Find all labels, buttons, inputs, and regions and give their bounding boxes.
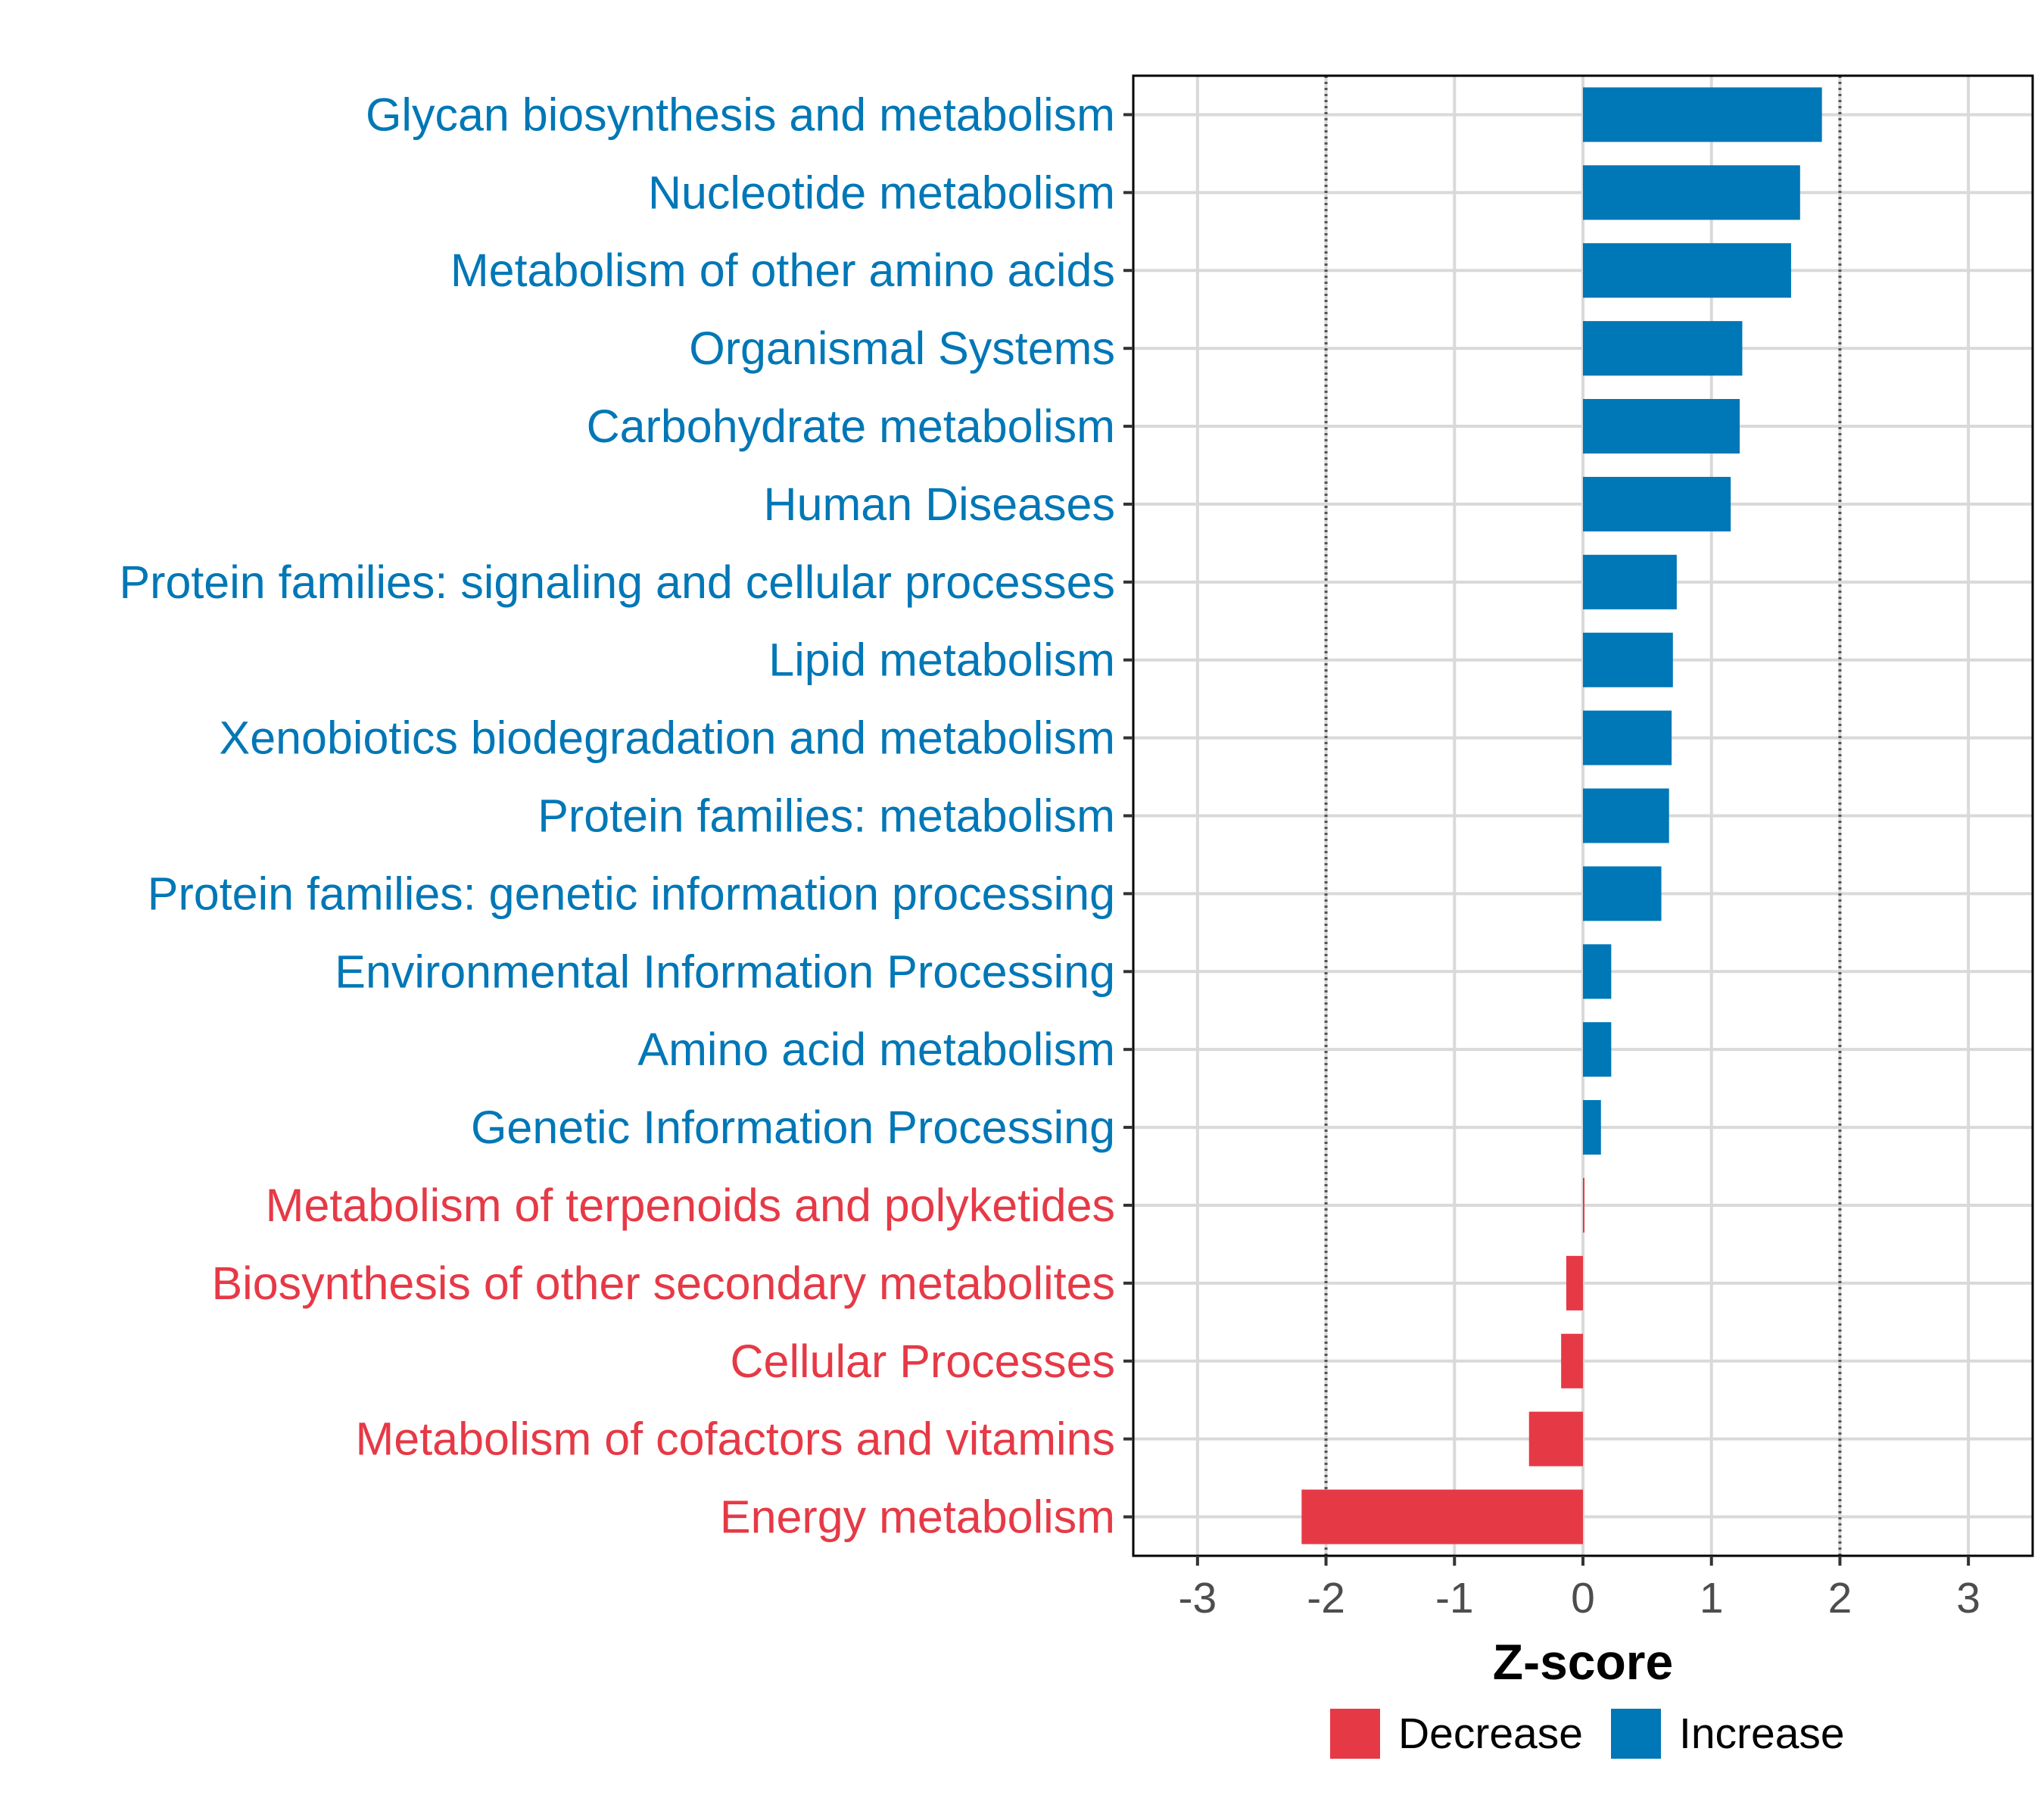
category-label: Metabolism of other amino acids [450, 245, 1115, 296]
category-label: Organismal Systems [689, 323, 1115, 374]
category-label: Human Diseases [764, 478, 1115, 530]
bar [1583, 87, 1822, 142]
bar [1583, 321, 1743, 376]
x-axis-title: Z-score [1493, 1634, 1673, 1690]
x-tick-label: 1 [1700, 1574, 1724, 1622]
bar [1583, 944, 1612, 999]
category-label: Xenobiotics biodegradation and metabolis… [220, 712, 1115, 764]
bar [1583, 243, 1791, 298]
y-axis-ticks: Glycan biosynthesis and metabolism Nucleo… [119, 89, 1133, 1543]
category-label: Metabolism of terpenoids and polyketides [266, 1180, 1115, 1231]
category-label: Amino acid metabolism [637, 1024, 1115, 1075]
x-tick-label: 3 [1956, 1574, 1980, 1622]
bar [1583, 554, 1677, 609]
category-label: Cellular Processes [730, 1335, 1115, 1387]
category-label: Glycan biosynthesis and metabolism [366, 89, 1115, 140]
category-label: Protein families: metabolism [537, 790, 1115, 842]
category-label: Protein families: genetic information pr… [148, 868, 1115, 919]
bar [1566, 1255, 1583, 1311]
bar [1583, 632, 1673, 687]
bar [1583, 1100, 1601, 1155]
category-label: Lipid metabolism [768, 634, 1115, 686]
x-tick-label: 0 [1571, 1574, 1595, 1622]
category-label: Carbohydrate metabolism [587, 400, 1115, 452]
legend-key-increase [1611, 1709, 1661, 1759]
legend: Decrease Increase [1330, 1709, 1845, 1759]
x-axis-ticks: -3 -2 -1 0 1 2 3 [1179, 1556, 1980, 1622]
x-tick-label: -3 [1179, 1574, 1217, 1622]
bar [1583, 165, 1800, 220]
bar [1583, 866, 1662, 921]
legend-label-increase: Increase [1679, 1709, 1845, 1758]
bar [1583, 710, 1672, 765]
category-label: Nucleotide metabolism [648, 167, 1115, 218]
bar [1583, 788, 1669, 843]
category-label: Protein families: signaling and cellular… [119, 556, 1115, 608]
category-label: Energy metabolism [720, 1491, 1115, 1543]
bar [1301, 1489, 1583, 1544]
category-label: Metabolism of cofactors and vitamins [355, 1413, 1115, 1465]
bar [1528, 1411, 1583, 1466]
bar [1583, 399, 1740, 454]
x-tick-label: -2 [1307, 1574, 1345, 1622]
legend-key-decrease [1330, 1709, 1380, 1759]
category-label: Environmental Information Processing [335, 946, 1115, 997]
x-tick-label: 2 [1828, 1574, 1852, 1622]
bar [1583, 1177, 1584, 1233]
category-label: Biosynthesis of other secondary metaboli… [211, 1258, 1115, 1309]
bar [1583, 476, 1731, 531]
bar [1583, 1022, 1612, 1077]
x-tick-label: -1 [1435, 1574, 1474, 1622]
category-label: Genetic Information Processing [471, 1102, 1115, 1153]
reference-lines [1324, 76, 1842, 1556]
bar [1561, 1333, 1583, 1388]
legend-label-decrease: Decrease [1398, 1709, 1583, 1758]
bars [1301, 87, 1822, 1544]
